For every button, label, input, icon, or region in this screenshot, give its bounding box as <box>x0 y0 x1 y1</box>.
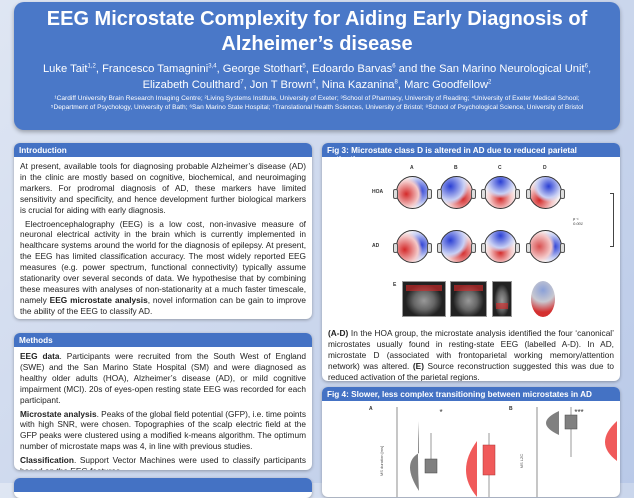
methods-item-title: Classification <box>20 455 74 466</box>
panel-label: A <box>369 406 373 412</box>
hoa-density <box>410 421 419 491</box>
fig4-panel: Fig 4: Slower, less complex transitionin… <box>322 387 620 497</box>
intro-paragraph-1: At present, available tools for diagnosi… <box>20 161 306 215</box>
column-label: B <box>454 165 458 171</box>
hoa-box <box>564 414 578 430</box>
author: , Nina Kazanina8 <box>315 79 398 92</box>
topomap-ad-a <box>393 230 432 263</box>
methods-item-title: Microstate analysis <box>20 408 97 419</box>
intro-text: Electroencephalography (EEG) is a low co… <box>20 218 306 305</box>
author: , Edoardo Barvas6 <box>305 62 396 75</box>
next-panel <box>14 478 312 498</box>
row-label: AD <box>372 243 380 249</box>
author: , Jon T Brown4 <box>243 79 316 92</box>
caption-bold: (A-D) <box>328 328 349 338</box>
author: , Elizabeth Coulthard7 <box>142 62 592 92</box>
author-list: Luke Tait1,2, Francesco Tamagnini3,4, Ge… <box>14 59 620 92</box>
y-axis-label: MS duration [ms] <box>379 446 384 476</box>
panel-e-label: E <box>393 282 397 288</box>
caption-text: In the HOA group, the microstate analysi… <box>328 328 614 371</box>
column-label: A <box>410 165 414 171</box>
fig3-caption: (A-D) In the HOA group, the microstate a… <box>322 324 620 381</box>
topomap-ad-b <box>437 230 476 263</box>
fig3-heading: Fig 3: Microstate class D is altered in … <box>322 143 620 164</box>
panel-label: B <box>509 406 513 412</box>
brain-render <box>531 281 555 317</box>
introduction-heading: Introduction <box>14 143 312 157</box>
fig4-heading: Fig 4: Slower, less complex transitionin… <box>322 387 620 401</box>
activation-overlay <box>496 303 508 309</box>
significance-marker: * <box>439 408 442 417</box>
ad-density <box>605 421 617 461</box>
ad-density <box>466 441 477 497</box>
activation-overlay <box>454 285 483 291</box>
next-panel-heading <box>14 478 312 492</box>
methods-heading: Methods <box>14 333 312 347</box>
methods-item-text: . Peaks of the global field potential (G… <box>20 408 306 452</box>
introduction-panel: Introduction At present, available tools… <box>14 143 312 319</box>
row-label: HOA <box>372 189 384 195</box>
topomap-ad-d <box>526 230 565 263</box>
author: , George Stothart5 <box>216 62 306 75</box>
poster-header: EEG Microstate Complexity for Aiding Ear… <box>14 2 620 130</box>
author: , Marc Goodfellow2 <box>397 79 492 92</box>
methods-item-text: . Support Vector Machines were used to c… <box>20 455 306 470</box>
y-axis-label: MS LZC <box>519 454 524 469</box>
author: and the San Marino Neurological Unit6 <box>395 62 588 75</box>
intro-paragraph-2: Electroencephalography (EEG) is a low co… <box>20 219 306 317</box>
topomap-hoa-a <box>393 176 432 209</box>
methods-item: Microstate analysis. Peaks of the global… <box>20 409 306 453</box>
methods-panel: Methods EEG data. Participants were recr… <box>14 333 312 470</box>
affiliations: ¹Cardiff University Brain Research Imagi… <box>50 95 584 112</box>
ad-box <box>482 444 496 476</box>
topomap-hoa-d <box>526 176 565 209</box>
author: , Francesco Tamagnini3,4 <box>95 62 217 75</box>
activation-overlay <box>406 285 442 291</box>
hoa-box <box>424 458 438 474</box>
topomap-ad-c <box>481 230 520 263</box>
author: Luke Tait1,2 <box>42 62 96 75</box>
poster-title: EEG Microstate Complexity for Aiding Ear… <box>46 8 588 55</box>
caption-bold: (E) <box>412 360 424 371</box>
mri-slice <box>492 281 512 317</box>
hoa-density <box>546 411 559 435</box>
column-label: C <box>498 165 502 171</box>
methods-item: Classification. Support Vector Machines … <box>20 455 306 470</box>
topomap-hoa-c <box>481 176 520 209</box>
topomap-hoa-b <box>437 176 476 209</box>
intro-bold: EEG microstate analysis <box>49 294 148 305</box>
column-label: D <box>543 165 547 171</box>
significance-marker: *** <box>574 408 583 417</box>
significance-bracket <box>610 193 614 247</box>
p-value: p < 0.001 <box>573 216 584 226</box>
intro-text: , novel information can be gain to impro… <box>20 294 306 316</box>
methods-item-text: . Participants were recruited from the S… <box>20 351 307 405</box>
methods-item-title: EEG data <box>20 351 60 361</box>
caption-text: Source reconstruction suggested this was… <box>328 360 614 381</box>
methods-item: EEG data. Participants were recruited fr… <box>20 351 306 406</box>
fig3-panel: Fig 3: Microstate class D is altered in … <box>322 143 620 381</box>
